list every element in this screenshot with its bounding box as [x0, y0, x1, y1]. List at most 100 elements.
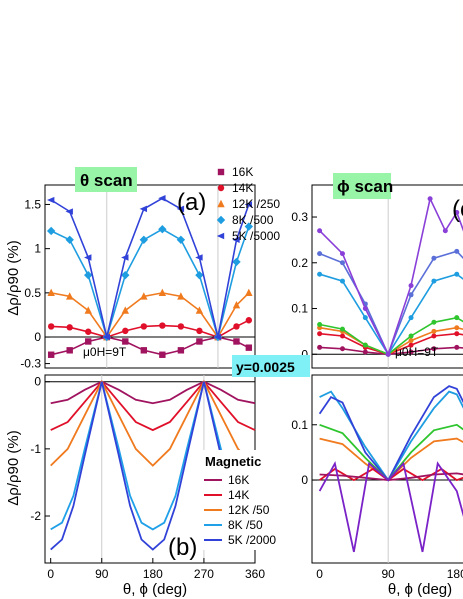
panel-a-point	[177, 347, 185, 354]
panel-c-series-line-0	[319, 346, 463, 356]
panel-a-point	[177, 292, 185, 300]
panel-a-point	[121, 306, 129, 314]
panel-b-xtick-label: 0	[47, 567, 54, 581]
panel-c-point	[339, 260, 345, 266]
panel-d-xtick-label: 90	[382, 567, 396, 581]
panel-a-legend-label: 14K	[232, 181, 253, 195]
panel-d-xtick-label: 0	[316, 567, 323, 581]
panel-a-legend: 16K 14K 12K /250 8K /500 5K /5000	[216, 165, 280, 243]
panel-a-point	[139, 235, 149, 245]
panel-a-series-line-4	[50, 197, 250, 338]
panel-a-point	[245, 317, 253, 324]
panel-b-legend-label: 16K	[228, 473, 249, 487]
panel-a-ytick-label: 1	[34, 242, 41, 256]
panel-d-ytick-label: 0.1	[291, 418, 308, 432]
panel-d-series-line-1	[318, 385, 463, 482]
y-annotation-box	[232, 355, 310, 377]
panel-b-xlabel: θ, ϕ (deg)	[123, 581, 187, 598]
panel-c-point	[454, 248, 460, 254]
panel-a-point	[176, 235, 186, 245]
panel-c-point	[454, 209, 460, 215]
panel-a-point	[102, 333, 110, 341]
panel-a-point	[47, 351, 55, 358]
panel-a-point	[245, 344, 253, 351]
panel-c-point	[431, 346, 437, 352]
panel-a-point	[66, 324, 73, 331]
panel-c-point	[385, 351, 391, 357]
panel-c-point	[339, 333, 345, 339]
panel-d-xtick-label: 180	[447, 567, 463, 581]
panel-c-point	[362, 349, 368, 355]
panel-d-ytick-label: 0	[301, 473, 308, 487]
panel-c-point	[339, 251, 345, 257]
panel-b-legend-label: 14K	[228, 488, 249, 502]
panel-b-series-line-2	[50, 379, 256, 467]
panel-c-point	[362, 315, 368, 321]
panel-a-point	[66, 347, 73, 354]
panel-c-point	[408, 338, 414, 344]
panel-a-legend-marker	[217, 184, 225, 192]
panel-a-legend-marker	[217, 168, 225, 176]
panel-c-point	[431, 278, 437, 284]
panel-a-legend-label: 16K	[232, 165, 253, 179]
panel-a-legend-marker	[217, 199, 225, 208]
panel-a-point	[158, 195, 166, 202]
panel-a: -0.3 0 0.5 1 1.5	[20, 185, 255, 371]
panel-a-label: (a)	[177, 189, 206, 216]
panel-a-point	[159, 322, 166, 329]
panel-c-point	[454, 271, 460, 277]
panel-a-point	[140, 323, 148, 330]
panel-c-point	[408, 342, 414, 348]
panel-a-point	[66, 292, 74, 300]
panel-c-point	[454, 315, 460, 321]
panel-c-series-line-3	[319, 316, 463, 356]
panel-c-point	[408, 283, 414, 289]
panel-c-point	[339, 278, 345, 284]
panel-c-point	[454, 331, 460, 337]
panel-c: 0 0.1 0.2 0.3	[291, 185, 463, 368]
panel-c-point	[431, 333, 437, 339]
panel-c-ytick-label: 0	[301, 347, 308, 361]
panel-a-point	[47, 323, 55, 330]
panel-a-point	[196, 327, 203, 335]
panel-c-point	[317, 344, 323, 350]
panel-c-point	[317, 251, 323, 257]
panel-a-ytick-label: 0.5	[24, 286, 41, 300]
panel-b-legend-label: 12K /50	[228, 503, 270, 517]
panel-a-point	[233, 323, 240, 330]
panel-c-point	[317, 331, 323, 337]
panel-b-legend-label: 8K /50	[228, 518, 263, 532]
panel-c-point	[431, 319, 437, 325]
panel-c-ytick-label: 0.1	[291, 302, 308, 316]
panel-a-point	[85, 338, 92, 345]
panel-c-label: (c	[452, 196, 463, 223]
panel-c-point	[454, 325, 460, 331]
panel-a-point	[158, 225, 167, 234]
panel-c-point	[339, 326, 345, 332]
panel-d-frame	[311, 374, 463, 564]
panel-a-point	[65, 208, 73, 215]
phi-scan-box	[333, 173, 391, 199]
panel-a-point	[196, 338, 203, 345]
panel-a-ytick-label: 0	[34, 330, 41, 344]
panel-a-point	[84, 306, 92, 314]
panel-c-point	[317, 228, 323, 234]
panel-c-point	[442, 228, 448, 234]
panel-a-point	[46, 196, 55, 204]
panel-c-series-line-2	[319, 326, 463, 356]
panel-c-ytick-label: 0.3	[291, 210, 308, 224]
panel-a-ylabel: Δρ/ρ90 (%)	[5, 240, 22, 315]
panel-b-series-line-1	[50, 380, 256, 432]
panel-a-point	[65, 235, 74, 245]
panel-d-series-line-2	[319, 423, 463, 482]
panel-a-point	[122, 327, 129, 335]
panel-c-point	[431, 328, 437, 334]
panel-d-xlabel: θ, ϕ (deg)	[388, 581, 452, 598]
panel-a-point	[233, 338, 240, 345]
panel-a-point	[244, 222, 254, 231]
panel-a-frame	[44, 184, 256, 369]
panel-a-point	[85, 328, 92, 335]
panel-b-label: (b)	[168, 534, 197, 561]
panel-b-xtick-label: 270	[194, 567, 214, 581]
